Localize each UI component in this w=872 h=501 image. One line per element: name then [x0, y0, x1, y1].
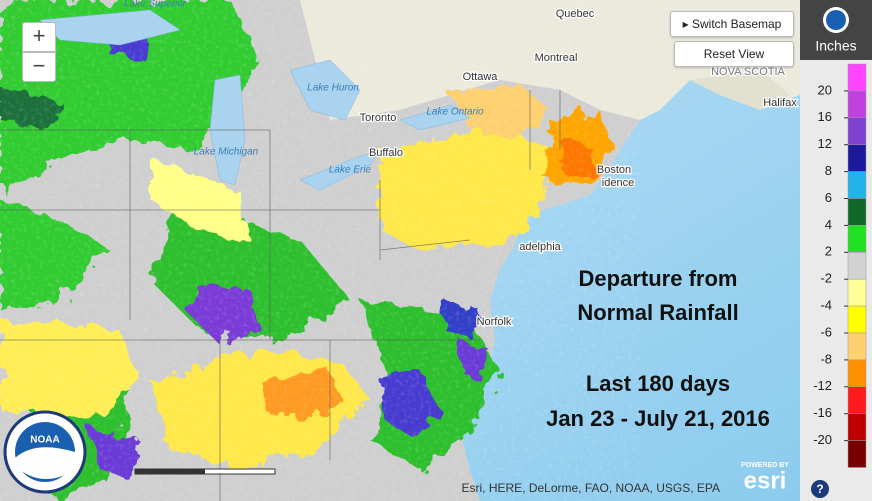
legend-swatch — [847, 332, 867, 361]
city-label: Toronto — [360, 112, 397, 124]
noaa-icon — [826, 10, 846, 30]
legend-label: 16 — [818, 109, 832, 124]
esri-logo: esri — [744, 467, 787, 494]
legend-label: 12 — [818, 136, 832, 151]
legend-label: 20 — [818, 82, 832, 97]
legend-label: 2 — [825, 244, 832, 259]
scale-bar — [134, 468, 276, 475]
city-label: NOVA SCOTIA — [711, 66, 785, 78]
legend-swatch — [847, 413, 867, 441]
legend-label: 8 — [825, 163, 832, 178]
esri-powered: POWERED BY — [741, 462, 789, 469]
legend: 20 16 12 8 6 4 2 -2 -4 -6 -8 -12 -16 -20 — [813, 63, 867, 468]
lake-label: Lake Michigan — [194, 147, 259, 158]
nova-scotia — [690, 70, 790, 110]
legend-label: -6 — [820, 324, 832, 339]
place-labels: Quebec Montreal Ottawa Toronto Buffalo Boston… — [124, 0, 799, 329]
map-title: Departure from — [579, 266, 738, 291]
legend-swatch — [847, 90, 867, 119]
help-button[interactable] — [811, 480, 829, 498]
lake-label: Lake Erie — [329, 165, 372, 176]
city-label: Norfolk — [477, 316, 512, 328]
attribution: Esri, HERE, DeLorme, FAO, NOAA, USGS, EP… — [461, 481, 720, 495]
legend-swatch — [847, 225, 867, 253]
city-label: Ottawa — [463, 71, 499, 83]
legend-swatch — [847, 252, 867, 280]
legend-label: -20 — [813, 432, 832, 447]
zoom-out[interactable]: − — [22, 52, 56, 82]
city-label: Montreal — [535, 52, 578, 64]
legend-label: -8 — [820, 351, 832, 366]
lake-label: Lake Ontario — [426, 107, 484, 118]
legend-label: 6 — [825, 190, 832, 205]
legend-swatch — [847, 305, 867, 334]
legend-swatch — [847, 117, 867, 145]
legend-swatch — [847, 144, 867, 172]
zoom-in[interactable]: + — [22, 22, 56, 52]
help-label[interactable]: ? — [816, 482, 823, 496]
legend-label: -12 — [813, 378, 832, 393]
lake-label: Lake Superior — [124, 0, 187, 10]
city-label: Boston — [597, 164, 631, 176]
switch-basemap[interactable]: ▸ Switch Basemap — [670, 11, 794, 37]
city-label: Quebec — [556, 8, 595, 20]
legend-label: -2 — [820, 271, 832, 286]
noaa-logo: NOAA — [3, 410, 87, 494]
legend-label: -4 — [820, 298, 832, 313]
legend-swatch — [847, 278, 867, 307]
period-label: Last 180 days — [586, 371, 730, 396]
city-label: Buffalo — [369, 147, 403, 159]
city-label: Halifax — [763, 97, 797, 109]
legend-swatch — [847, 386, 867, 414]
city-label: adelphia — [519, 241, 561, 253]
state-borders — [0, 90, 561, 501]
noaa-logo-text: NOAA — [30, 435, 59, 446]
legend-swatch — [847, 198, 867, 226]
legend-swatch — [847, 359, 867, 388]
legend-swatch — [847, 171, 867, 199]
legend-label: 4 — [825, 217, 832, 232]
legend-label: -16 — [813, 405, 832, 420]
legend-swatch — [847, 440, 867, 468]
legend-swatch — [847, 63, 867, 92]
legend-title: Inches — [815, 38, 856, 54]
period-label: Jan 23 - July 21, 2016 — [546, 406, 770, 431]
reset-view[interactable]: Reset View — [674, 41, 794, 67]
map-title: Normal Rainfall — [577, 300, 738, 325]
lake-label: Lake Huron — [307, 83, 359, 94]
city-label: idence — [602, 177, 634, 189]
switch-basemap-label[interactable]: Switch Basemap — [691, 17, 782, 31]
